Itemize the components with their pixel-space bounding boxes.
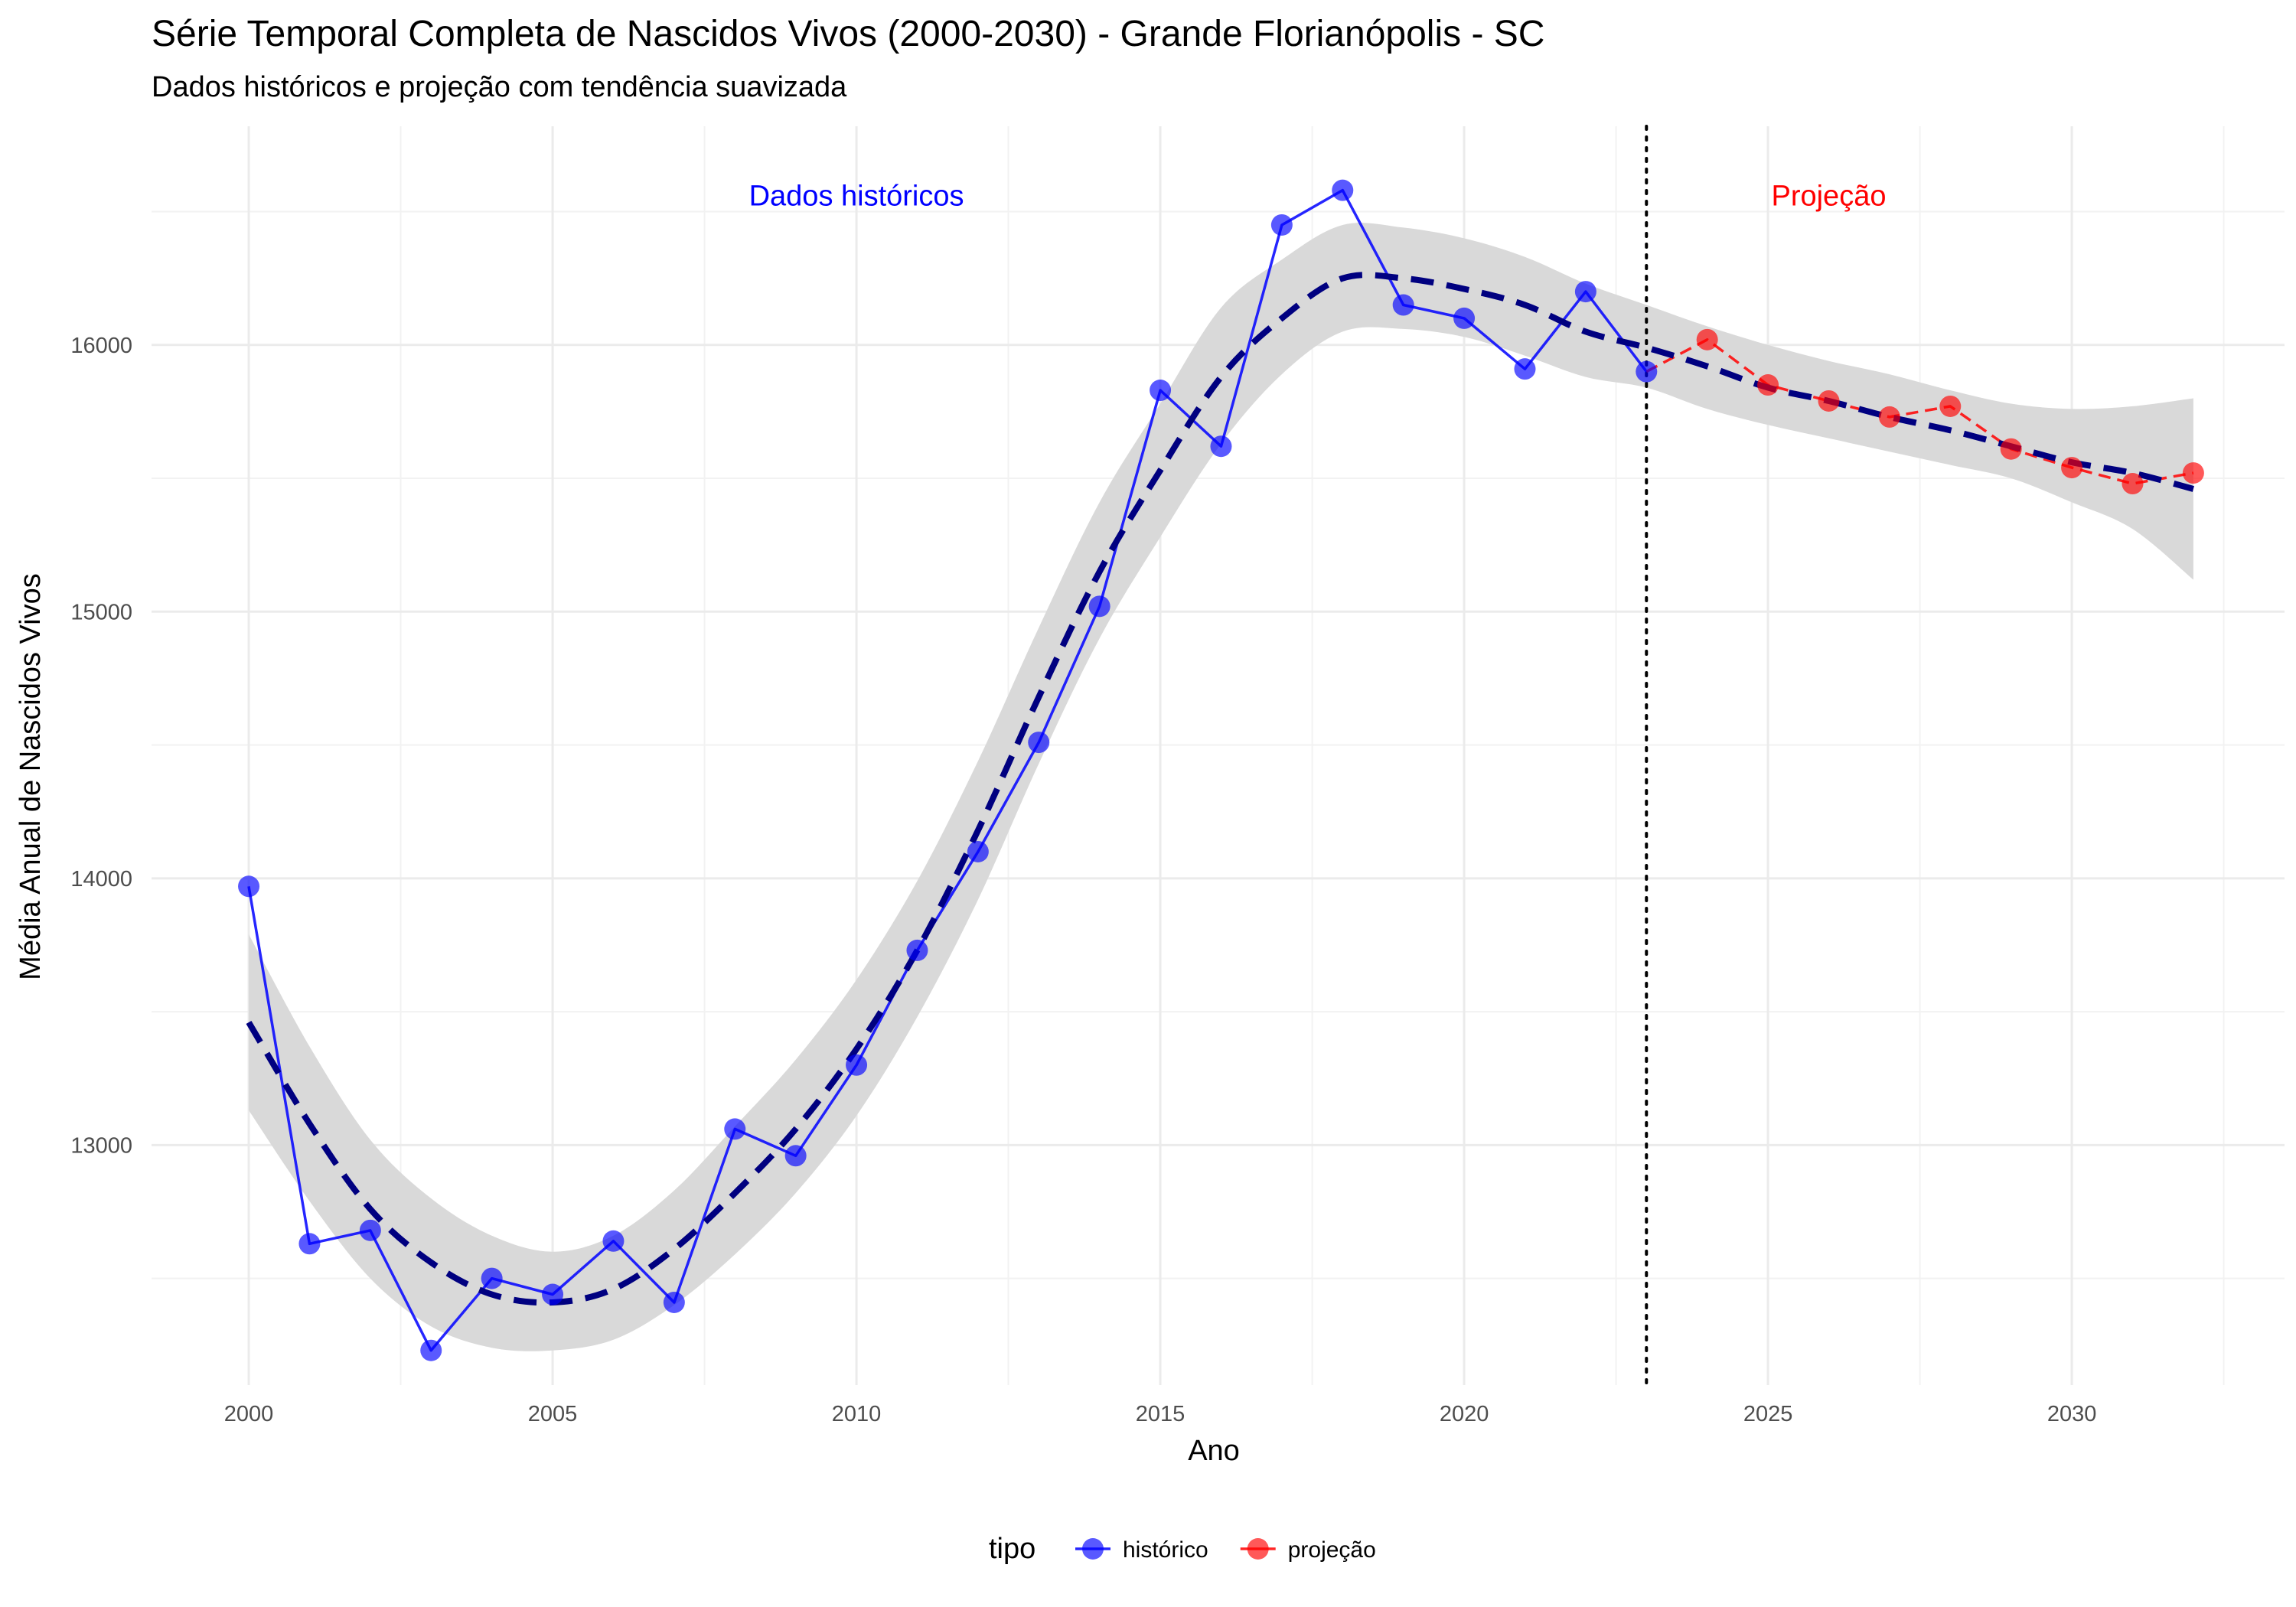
y-tick-label: 14000 [70, 867, 132, 892]
data-point [1332, 179, 1354, 201]
y-tick-label: 15000 [70, 600, 132, 624]
data-point [1453, 307, 1476, 329]
series-line-projection [1645, 338, 2194, 485]
data-point [2000, 438, 2022, 460]
legend-label: projeção [1288, 1537, 1376, 1563]
data-point [1514, 358, 1536, 380]
data-point [2182, 462, 2204, 484]
x-axis-ticks: 2000 2005 2010 2015 2020 2025 2030 [224, 1402, 2097, 1426]
confidence-band-area [249, 223, 2193, 1351]
y-tick-label: 16000 [70, 334, 132, 358]
annotation-label: Dados históricos [749, 181, 964, 213]
data-point [298, 1233, 321, 1255]
y-axis-ticks: 13000 14000 15000 16000 [70, 334, 132, 1159]
data-point [2122, 473, 2144, 495]
legend-label: histórico [1123, 1537, 1208, 1563]
data-point [1757, 374, 1779, 396]
grid-minor [152, 126, 2285, 1385]
data-point [359, 1219, 381, 1241]
confidence-band [249, 223, 2193, 1351]
legend-title: tipo [989, 1533, 1035, 1565]
x-tick-label: 2000 [224, 1402, 274, 1426]
data-point [1028, 732, 1050, 754]
data-point [967, 840, 989, 862]
chart-subtitle: Dados históricos e projeção com tendênci… [152, 71, 847, 103]
data-point [1878, 406, 1900, 428]
data-point [481, 1267, 503, 1289]
series-points [238, 179, 2204, 1361]
data-point [1150, 380, 1172, 402]
legend: tipo histórico projeção [989, 1533, 1376, 1565]
y-axis-title: Média Anual de Nascidos Vivos [15, 573, 47, 980]
data-point [542, 1283, 564, 1305]
data-point [846, 1054, 868, 1076]
data-point [906, 939, 928, 961]
data-point [663, 1291, 685, 1313]
x-axis-title: Ano [1188, 1435, 1240, 1467]
data-point [1270, 214, 1293, 236]
data-point [602, 1230, 625, 1252]
data-point [1939, 395, 1962, 417]
data-point [1696, 328, 1718, 350]
x-tick-label: 2010 [832, 1402, 882, 1426]
grid-major [152, 126, 2285, 1385]
x-tick-label: 2005 [528, 1402, 578, 1426]
x-tick-label: 2025 [1743, 1402, 1793, 1426]
data-point [1574, 281, 1596, 303]
x-tick-label: 2015 [1136, 1402, 1186, 1426]
annotations: Dados históricos Projeção [749, 181, 1887, 213]
data-point [1210, 435, 1232, 458]
data-point [1088, 595, 1110, 618]
data-point [784, 1145, 807, 1167]
data-point [238, 875, 260, 898]
data-point [1818, 390, 1840, 412]
data-point [2061, 457, 2083, 479]
data-point [1636, 360, 1658, 383]
data-point [420, 1339, 442, 1361]
chart-title: Série Temporal Completa de Nascidos Vivo… [152, 14, 1544, 54]
legend-key-point [1082, 1538, 1104, 1560]
x-tick-label: 2020 [1440, 1402, 1489, 1426]
data-point [1392, 294, 1414, 316]
annotation-label: Projeção [1771, 181, 1886, 213]
legend-key-point [1247, 1538, 1269, 1560]
x-tick-label: 2030 [2047, 1402, 2097, 1426]
y-tick-label: 13000 [70, 1133, 132, 1158]
data-point [724, 1118, 746, 1140]
